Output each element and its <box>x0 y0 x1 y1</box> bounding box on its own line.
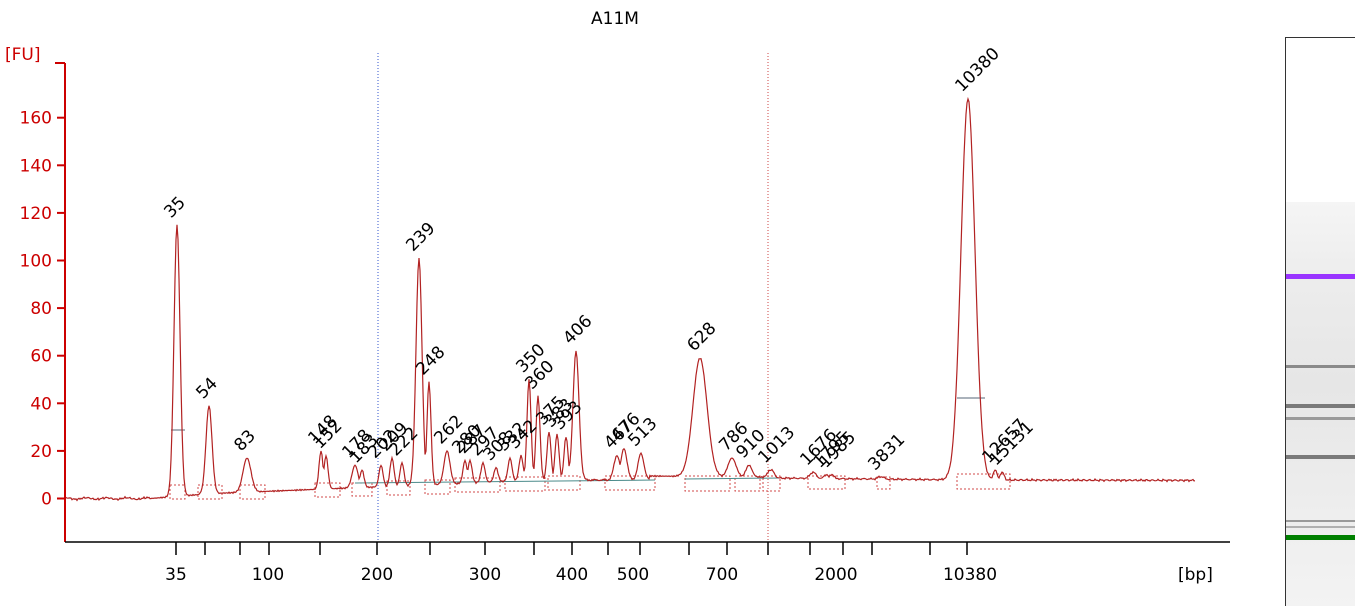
marker-peak-label: 10380 <box>951 44 1003 96</box>
x-axis: 35 100 200 300 400 500 700 2000 10380 <box>165 542 997 585</box>
x-tick-label: 35 <box>165 565 187 585</box>
peak-label: 54 <box>192 374 221 403</box>
gel-band <box>1286 365 1355 368</box>
guide-lines <box>377 53 769 542</box>
x-tick-label: 2000 <box>814 565 857 585</box>
x-tick-label: 100 <box>252 565 284 585</box>
electropherogram-chart: A11M [FU] [bp] 0 20 40 60 80 100 120 140 160 35 1… <box>5 9 1230 585</box>
y-axis: 0 20 40 60 80 100 120 140 160 <box>20 62 1230 543</box>
x-tick-label: 400 <box>556 565 588 585</box>
x-axis-unit: [bp] <box>1178 565 1213 585</box>
peak-label: 248 <box>412 342 449 379</box>
y-tick-label: 100 <box>20 252 52 272</box>
y-tick-label: 40 <box>30 394 52 414</box>
peak-label: 239 <box>402 219 439 256</box>
y-tick-label: 0 <box>41 490 52 510</box>
y-tick-label: 160 <box>20 109 52 129</box>
marker-peak-label: 35 <box>160 193 189 222</box>
gel-lane <box>1286 202 1355 606</box>
chart-title: A11M <box>591 9 639 29</box>
y-tick-label: 20 <box>30 442 52 462</box>
x-tick-label: 300 <box>469 565 501 585</box>
y-tick-label: 60 <box>30 347 52 367</box>
peak-label: 3831 <box>864 430 909 475</box>
y-tick-label: 140 <box>20 156 52 176</box>
gel-band <box>1286 520 1355 522</box>
x-tick-label: 500 <box>617 565 649 585</box>
gel-lower-marker-band <box>1286 535 1355 540</box>
gel-upper-marker-band <box>1286 274 1355 279</box>
gel-image <box>1285 37 1355 606</box>
trace <box>65 96 1196 502</box>
gel-band <box>1286 526 1355 528</box>
x-tick-label: 10380 <box>943 565 997 585</box>
y-tick-label: 80 <box>30 299 52 319</box>
peak-label: 628 <box>683 319 720 356</box>
y-axis-unit: [FU] <box>5 45 41 65</box>
y-tick-label: 120 <box>20 204 52 224</box>
x-tick-label: 200 <box>361 565 393 585</box>
peak-label: 406 <box>559 311 596 348</box>
peak-label: 83 <box>230 426 259 455</box>
gel-band <box>1286 417 1355 420</box>
signal-trace <box>65 96 1196 502</box>
gel-band <box>1286 404 1355 408</box>
x-tick-label: 700 <box>706 565 738 585</box>
gel-band <box>1286 455 1355 459</box>
